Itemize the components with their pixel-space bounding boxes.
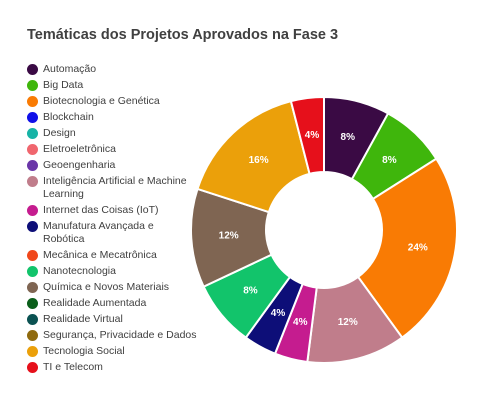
legend-item[interactable]: Geoengenharia bbox=[27, 159, 197, 172]
slice-data-label: 4% bbox=[271, 308, 286, 319]
legend-swatch bbox=[27, 176, 38, 187]
legend-item[interactable]: Química e Novos Materiais bbox=[27, 281, 197, 294]
legend-label: Internet das Coisas (IoT) bbox=[43, 204, 159, 216]
legend-swatch bbox=[27, 346, 38, 357]
legend-label: Design bbox=[43, 127, 76, 139]
legend-swatch bbox=[27, 362, 38, 373]
slice-data-label: 4% bbox=[305, 130, 320, 141]
legend-label: Mecânica e Mecatrônica bbox=[43, 249, 157, 261]
legend-label: Biotecnologia e Genética bbox=[43, 95, 160, 107]
legend-label: Automação bbox=[43, 63, 97, 75]
legend-label: Eletroeletrônica bbox=[43, 143, 116, 155]
legend-item[interactable]: Internet das Coisas (IoT) bbox=[27, 204, 197, 217]
legend-label: Blockchain bbox=[43, 111, 94, 123]
legend-item[interactable]: Realidade Aumentada bbox=[27, 297, 197, 310]
legend-item[interactable]: Mecânica e Mecatrônica bbox=[27, 249, 197, 262]
slice-data-label: 8% bbox=[341, 132, 356, 143]
legend-swatch bbox=[27, 330, 38, 341]
donut-slice[interactable] bbox=[289, 95, 325, 176]
legend-label: Nanotecnologia bbox=[43, 265, 116, 277]
legend-swatch bbox=[27, 160, 38, 171]
legend-label: Geoengenharia bbox=[43, 159, 116, 171]
slice-data-label: 8% bbox=[382, 155, 397, 166]
legend-label: Big Data bbox=[43, 79, 84, 91]
legend-item[interactable]: Blockchain bbox=[27, 111, 197, 124]
slice-data-label: 24% bbox=[408, 242, 428, 253]
slice-data-label: 12% bbox=[338, 317, 358, 328]
legend-item[interactable]: Segurança, Privacidade e Dados bbox=[27, 329, 197, 342]
legend-item[interactable]: Biotecnologia e Genética bbox=[27, 95, 197, 108]
legend-item[interactable]: Automação bbox=[27, 63, 197, 76]
donut-slice[interactable] bbox=[356, 157, 458, 339]
legend-swatch bbox=[27, 144, 38, 155]
legend-item[interactable]: Tecnologia Social bbox=[27, 345, 197, 358]
legend-label: Manufatura Avançada e Robótica bbox=[43, 220, 154, 245]
slice-data-label: 12% bbox=[219, 230, 239, 241]
legend-swatch bbox=[27, 282, 38, 293]
chart-title: Temáticas dos Projetos Aprovados na Fase… bbox=[27, 27, 339, 43]
legend-label: Química e Novos Materiais bbox=[43, 281, 170, 293]
legend-item[interactable]: Nanotecnologia bbox=[27, 265, 197, 278]
legend-label: Inteligência Artificial e Machine Learni… bbox=[43, 175, 187, 200]
legend-label: Segurança, Privacidade e Dados bbox=[43, 329, 197, 341]
legend-swatch bbox=[27, 112, 38, 123]
legend-item[interactable]: TI e Telecom bbox=[27, 361, 197, 374]
legend-swatch bbox=[27, 96, 38, 107]
slice-data-label: 4% bbox=[293, 317, 308, 328]
legend-swatch bbox=[27, 266, 38, 277]
legend-item[interactable]: Manufatura Avançada e Robótica bbox=[27, 220, 197, 246]
slice-data-label: 8% bbox=[243, 285, 258, 296]
legend-label: Realidade Virtual bbox=[43, 313, 123, 325]
legend-swatch bbox=[27, 205, 38, 216]
legend-label: Tecnologia Social bbox=[43, 345, 125, 357]
slice-data-label: 16% bbox=[249, 155, 269, 166]
legend-swatch bbox=[27, 221, 38, 232]
legend-swatch bbox=[27, 250, 38, 261]
legend-item[interactable]: Big Data bbox=[27, 79, 197, 92]
legend-swatch bbox=[27, 314, 38, 325]
legend-item[interactable]: Inteligência Artificial e Machine Learni… bbox=[27, 175, 197, 201]
legend-label: TI e Telecom bbox=[43, 361, 103, 373]
legend-swatch bbox=[27, 298, 38, 309]
legend-item[interactable]: Design bbox=[27, 127, 197, 140]
legend-item[interactable]: Realidade Virtual bbox=[27, 313, 197, 326]
chart-legend: Automação Big Data Biotecnologia e Genétic… bbox=[27, 63, 197, 377]
legend-item[interactable]: Eletroeletrônica bbox=[27, 143, 197, 156]
legend-swatch bbox=[27, 64, 38, 75]
legend-swatch bbox=[27, 128, 38, 139]
legend-swatch bbox=[27, 80, 38, 91]
legend-label: Realidade Aumentada bbox=[43, 297, 147, 309]
